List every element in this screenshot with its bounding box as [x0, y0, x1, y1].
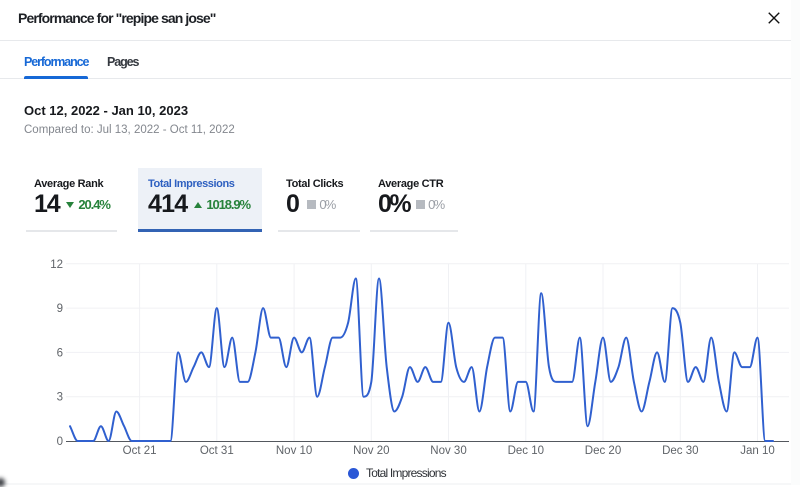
svg-text:Nov 10: Nov 10 — [276, 445, 312, 457]
svg-text:0: 0 — [57, 436, 63, 448]
svg-text:6: 6 — [57, 347, 63, 359]
svg-text:Oct 31: Oct 31 — [200, 445, 234, 457]
svg-text:Dec 20: Dec 20 — [585, 445, 621, 457]
svg-text:3: 3 — [57, 392, 63, 404]
svg-text:Nov 20: Nov 20 — [353, 445, 389, 457]
svg-text:Jan 10: Jan 10 — [740, 445, 775, 457]
svg-text:9: 9 — [57, 303, 63, 315]
svg-text:Dec 30: Dec 30 — [662, 445, 698, 457]
svg-text:Nov 30: Nov 30 — [430, 445, 466, 457]
svg-text:12: 12 — [50, 259, 63, 271]
svg-text:Oct 21: Oct 21 — [123, 445, 157, 457]
svg-text:Dec 10: Dec 10 — [508, 445, 544, 457]
